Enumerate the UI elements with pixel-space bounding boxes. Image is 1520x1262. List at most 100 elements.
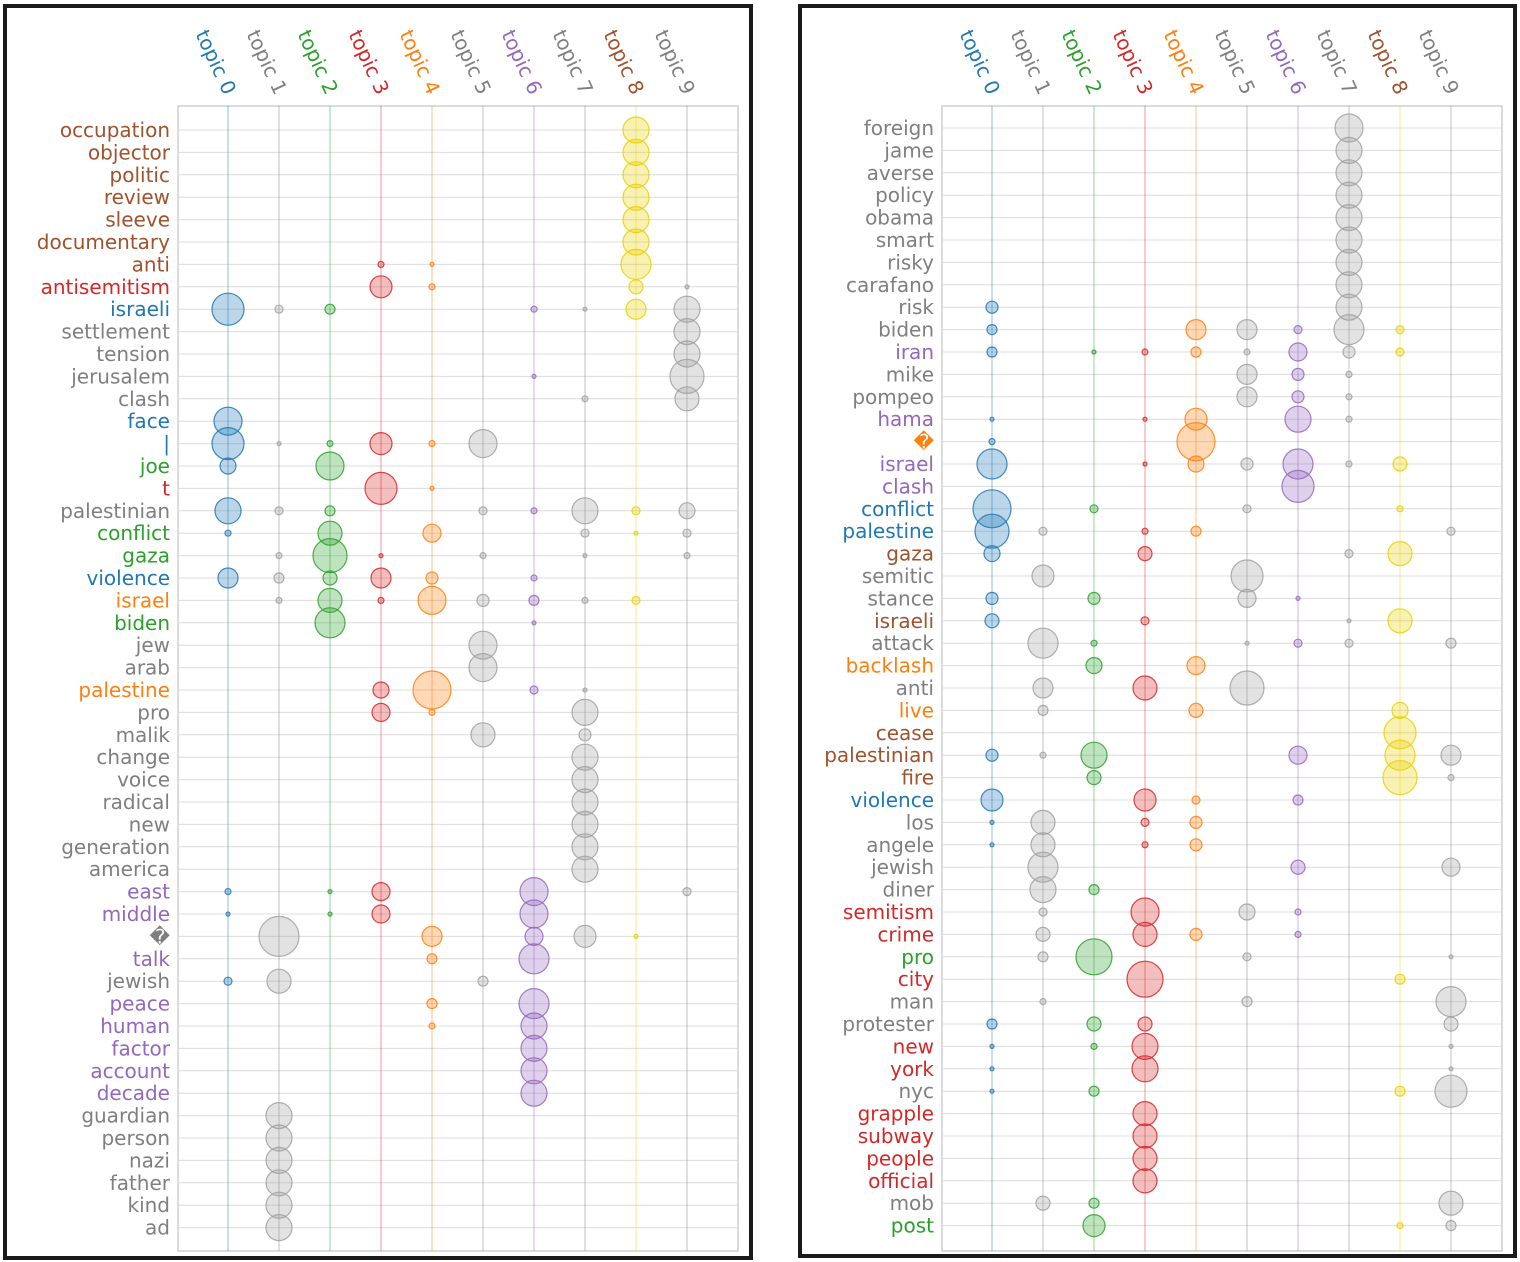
term-topic-bubble: [582, 687, 588, 693]
term-topic-bubble: [1075, 938, 1113, 976]
term-label: fire: [901, 766, 934, 790]
term-topic-bubble: [571, 497, 599, 525]
term-topic-bubble: [1186, 655, 1206, 676]
term-label: subway: [858, 1124, 934, 1148]
term-topic-bubble: [1039, 997, 1047, 1006]
plot-frame: [177, 105, 739, 1252]
term-topic-bubble: [1391, 701, 1409, 720]
term-label: policy: [875, 183, 934, 207]
topic-label: topic 8: [1363, 26, 1414, 98]
term-topic-bubble: [219, 457, 237, 475]
term-label: nyc: [898, 1079, 934, 1103]
term-topic-bubble: [265, 1169, 293, 1197]
term-topic-bubble: [1089, 504, 1099, 514]
term-topic-bubble: [371, 904, 391, 924]
term-label: foreign: [864, 116, 934, 140]
term-topic-bubble: [1282, 448, 1314, 480]
term-topic-bubble: [314, 607, 346, 639]
term-label: pompeo: [852, 385, 934, 409]
term-topic-bubble: [412, 670, 452, 710]
term-label: violence: [87, 566, 170, 590]
term-label: america: [89, 857, 170, 881]
term-topic-bubble: [573, 924, 597, 949]
term-topic-bubble: [530, 507, 538, 515]
term-topic-bubble: [1434, 1074, 1468, 1108]
term-topic-bubble: [683, 551, 691, 560]
term-topic-bubble: [371, 702, 391, 723]
term-label: human: [100, 1014, 170, 1038]
term-topic-bubble: [972, 489, 1012, 529]
term-topic-bubble: [1132, 1100, 1158, 1127]
term-topic-bubble: [1242, 504, 1252, 514]
term-topic-bubble: [428, 440, 436, 448]
term-topic-bubble: [1438, 1190, 1464, 1216]
term-label: clash: [882, 474, 934, 498]
term-topic-bubble: [1244, 640, 1250, 646]
term-topic-bubble: [266, 968, 292, 994]
term-topic-bubble: [519, 876, 549, 907]
term-topic-bubble: [428, 708, 436, 717]
term-topic-bubble: [622, 183, 650, 211]
term-label: guardian: [81, 1104, 170, 1128]
term-topic-bubble: [986, 324, 998, 336]
term-topic-bubble: [1030, 809, 1056, 836]
term-topic-bubble: [1086, 769, 1102, 786]
term-label: factor: [111, 1036, 170, 1060]
term-topic-bubble: [364, 471, 398, 505]
term-topic-bubble: [1290, 859, 1306, 875]
term-topic-bubble: [1335, 293, 1363, 321]
term-label: risky: [887, 250, 934, 274]
term-topic-bubble: [1237, 588, 1257, 609]
topic-label: topic 1: [242, 26, 293, 98]
term-label: objector: [88, 140, 171, 164]
term-topic-bubble: [214, 497, 242, 525]
term-topic-bubble: [1440, 744, 1462, 766]
topic-label: topic 8: [599, 26, 650, 98]
term-label: people: [866, 1146, 934, 1170]
term-topic-bubble: [1445, 1219, 1457, 1232]
term-topic-bubble: [428, 1022, 436, 1030]
term-topic-bubble: [1342, 345, 1356, 359]
term-topic-bubble: [1344, 638, 1354, 648]
term-topic-bubble: [223, 976, 233, 986]
term-topic-bubble: [1142, 461, 1148, 467]
term-topic-bubble: [988, 438, 996, 446]
term-label: stance: [868, 586, 935, 610]
term-label: israel: [880, 452, 934, 476]
term-label: palestinian: [60, 499, 170, 523]
term-topic-bubble: [625, 298, 647, 320]
term-topic-bubble: [631, 595, 641, 606]
term-topic-bubble: [324, 303, 336, 315]
topic-label: topic 6: [1261, 26, 1312, 98]
term-label: jewish: [106, 969, 170, 993]
term-topic-bubble: [518, 987, 550, 1020]
term-topic-bubble: [1395, 325, 1405, 335]
term-topic-bubble: [571, 698, 599, 727]
term-topic-bubble: [678, 502, 696, 520]
term-label: iran: [895, 340, 934, 364]
term-topic-bubble: [1035, 926, 1051, 943]
term-topic-bubble: [1395, 347, 1405, 357]
term-topic-bubble: [326, 440, 334, 448]
term-label: mike: [886, 362, 934, 386]
term-label: grapple: [858, 1102, 934, 1126]
term-topic-bubble: [1335, 181, 1363, 209]
term-topic-bubble: [631, 506, 641, 516]
term-topic-bubble: [1335, 204, 1363, 232]
term-topic-bubble: [520, 1034, 548, 1063]
term-label: sleeve: [105, 208, 170, 232]
term-topic-bubble: [530, 574, 538, 582]
term-label: person: [101, 1126, 170, 1150]
term-topic-bubble: [1086, 1016, 1102, 1032]
term-topic-bubble: [1293, 638, 1303, 648]
term-topic-bubble: [217, 567, 239, 589]
term-label: new: [129, 812, 170, 836]
term-topic-bubble: [571, 743, 599, 771]
term-topic-bubble: [1441, 857, 1461, 877]
term-topic-bubble: [274, 304, 284, 314]
term-topic-bubble: [622, 138, 650, 166]
term-topic-bubble: [1189, 815, 1203, 830]
term-topic-bubble: [1132, 1123, 1158, 1149]
term-label: semitic: [862, 564, 934, 588]
term-topic-bubble: [524, 926, 544, 947]
